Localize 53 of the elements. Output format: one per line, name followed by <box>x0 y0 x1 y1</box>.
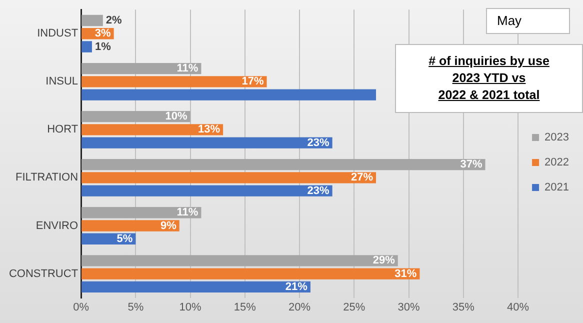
x-tick-label: 40% <box>507 301 530 314</box>
month-panel: May <box>486 8 570 34</box>
bar <box>82 172 376 184</box>
legend-label: 2022 <box>544 156 570 169</box>
data-label: 9% <box>160 220 177 232</box>
bar <box>82 159 486 170</box>
data-label: 5% <box>116 232 133 245</box>
bar <box>82 220 180 232</box>
data-label: 29% <box>372 254 396 267</box>
data-label: 17% <box>242 76 264 88</box>
y-tick-label: INDUST <box>37 28 78 40</box>
data-label: 3% <box>94 28 112 40</box>
y-tick-label: HORT <box>47 124 78 136</box>
bar <box>82 281 310 292</box>
bar <box>82 110 190 122</box>
data-label: 23% <box>307 136 330 149</box>
data-label: 23% <box>307 184 330 197</box>
data-label: 10% <box>165 110 188 123</box>
data-label: 37% <box>460 158 482 171</box>
x-tick-label: 10% <box>179 301 202 314</box>
x-tick-label: 0% <box>73 301 90 314</box>
x-tick-label: 35% <box>452 301 475 314</box>
bar <box>82 89 376 100</box>
y-tick-label: FILTRATION <box>16 172 78 184</box>
data-label: 2% <box>106 14 122 27</box>
data-label: 1% <box>94 40 112 53</box>
bar <box>82 41 92 52</box>
bar <box>82 255 398 266</box>
data-label: 11% <box>176 206 198 219</box>
title-panel: # of inquiries by use 2023 YTD vs 2022 & 2021 total <box>395 44 583 113</box>
x-tick-label: 15% <box>234 301 256 314</box>
bar <box>82 14 103 26</box>
data-label: 21% <box>285 280 308 293</box>
y-tick-label: ENVIRO <box>36 220 78 232</box>
bar <box>82 268 420 280</box>
legend-label: 2021 <box>544 182 570 194</box>
data-label: 13% <box>198 124 220 136</box>
y-tick-label: CONSTRUCT <box>8 268 78 280</box>
bar <box>82 185 332 196</box>
bar <box>82 137 332 148</box>
data-label: 27% <box>350 172 374 184</box>
bar <box>82 124 224 136</box>
bar <box>82 62 202 74</box>
x-tick-label: 20% <box>288 301 311 314</box>
x-tick-label: 5% <box>128 301 144 314</box>
bar <box>82 207 202 218</box>
y-tick-label: INSUL <box>46 76 78 88</box>
data-label: 11% <box>176 62 198 75</box>
data-label: 31% <box>394 268 417 280</box>
x-tick-label: 25% <box>343 301 366 314</box>
x-tick-label: 30% <box>398 301 420 314</box>
legend-label: 2023 <box>544 132 570 144</box>
bar <box>82 76 267 88</box>
